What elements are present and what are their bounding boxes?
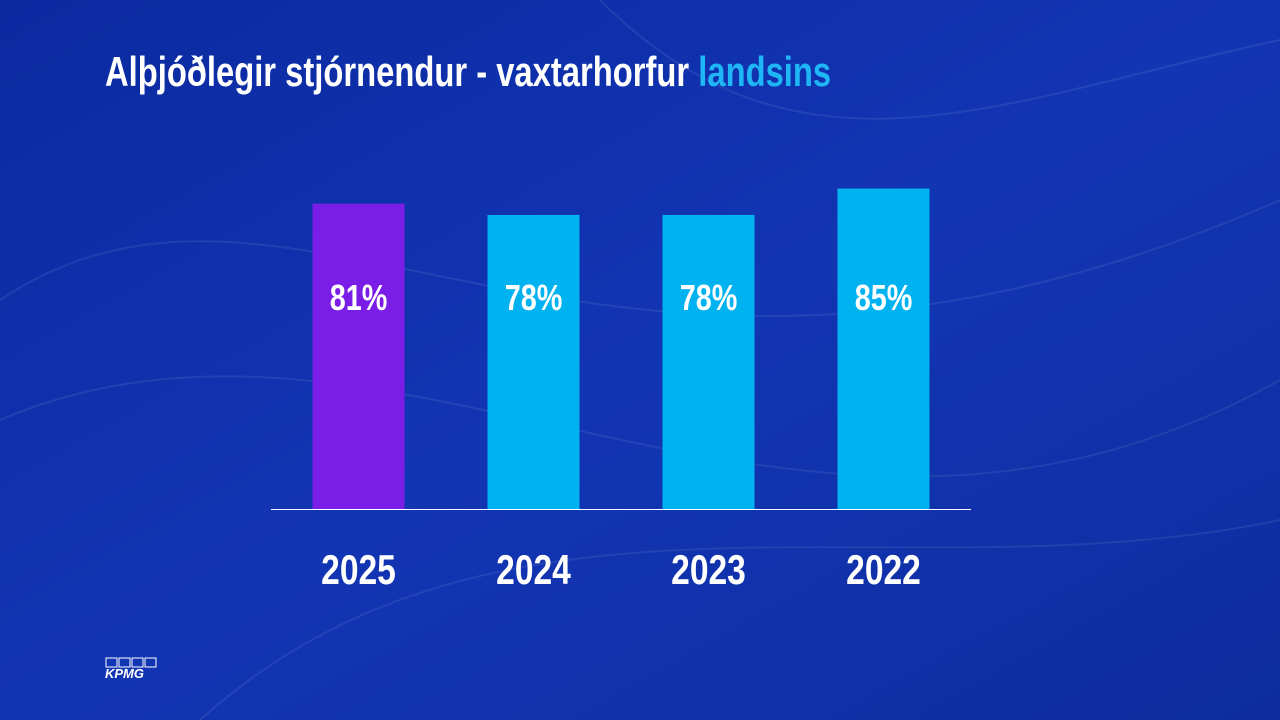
logo: KPMG: [105, 657, 157, 681]
x-tick-label: 2023: [671, 548, 746, 594]
bar: [837, 188, 930, 510]
value-label: 78%: [505, 277, 563, 318]
title-highlight: landsins: [698, 48, 831, 95]
value-label: 81%: [330, 277, 388, 318]
x-tick-label: 2022: [846, 548, 921, 594]
title-main: Alþjóðlegir stjórnendur - vaxtarhorfur: [105, 48, 689, 95]
value-label: 85%: [855, 277, 913, 318]
chart-title: Alþjóðlegir stjórnendur - vaxtarhorfur l…: [105, 48, 831, 95]
bar: [312, 203, 405, 509]
value-label: 78%: [680, 277, 738, 318]
bar: [487, 214, 580, 509]
x-tick-label: 2025: [321, 548, 396, 594]
logo-text: KPMG: [105, 666, 144, 681]
x-tick-label: 2024: [496, 548, 571, 594]
bar: [662, 214, 755, 509]
